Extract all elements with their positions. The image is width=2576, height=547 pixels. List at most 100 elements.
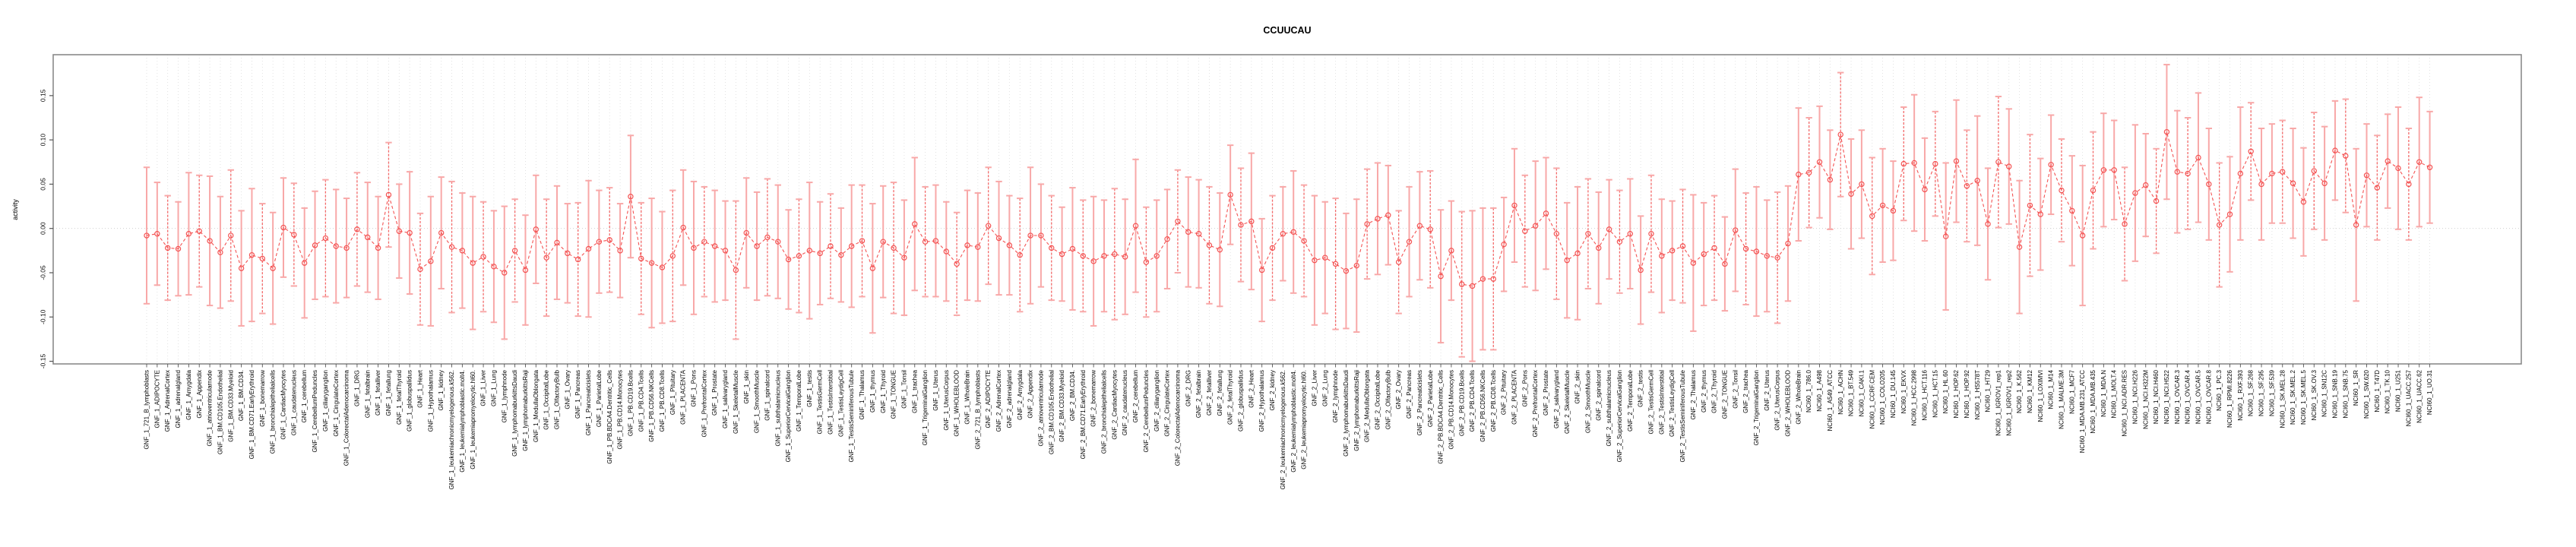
data-point xyxy=(1669,248,1676,254)
x-tick-label: GNF_2_leukemiachronicmyelogenous.k562. xyxy=(1280,370,1286,489)
x-tick-label: NCI60_1_MALME.3M xyxy=(2059,370,2065,429)
x-tick-label: GNF_2_PB.CD14.Monocytes xyxy=(1448,370,1454,450)
data-point xyxy=(743,229,749,236)
data-point xyxy=(438,229,445,236)
data-point xyxy=(585,245,592,252)
x-tick-label: GNF_1_UterusCorpus xyxy=(943,370,950,431)
data-point xyxy=(511,248,518,254)
x-tick-label: NCI60_1_ACHN xyxy=(1837,370,1844,415)
x-tick-label: GNF_2_trachea xyxy=(1742,369,1749,413)
data-point xyxy=(2111,167,2117,173)
x-tick-label: GNF_1_CerebellumPeduncles xyxy=(312,370,318,453)
x-tick-label: GNF_2_BM.CD71.EarlyErythroid xyxy=(1080,370,1087,459)
x-tick-label: NCI60_1_HL.60 xyxy=(1942,369,1949,413)
x-tick-label: GNF_1_TemporalLobe xyxy=(796,369,802,431)
data-point xyxy=(1049,245,1055,251)
data-point xyxy=(659,264,666,270)
x-tick-label: NCI60_1_SK.MEL.5 xyxy=(2300,369,2307,425)
data-point xyxy=(502,270,508,276)
x-tick-label: NCI60_1_SNB.19 xyxy=(2332,369,2339,418)
y-tick-label: -0.05 xyxy=(40,265,47,280)
data-point xyxy=(1312,257,1318,264)
data-point xyxy=(838,251,844,258)
x-tick-label: GNF_1_Heart xyxy=(417,369,424,408)
x-tick-label: GNF_1_BM.CD34. xyxy=(238,370,245,421)
x-tick-label: NCI60_1_MDA.N xyxy=(2100,370,2107,417)
data-point xyxy=(964,242,970,248)
data-point xyxy=(2416,159,2423,165)
data-point xyxy=(1080,253,1086,259)
y-axis-label: activity xyxy=(11,199,19,220)
x-tick-label: GNF_1_PB.CD56.NKCells xyxy=(648,370,655,442)
data-point xyxy=(1132,223,1139,229)
x-tick-label: NCI60_1_SNB.75 xyxy=(2342,369,2349,418)
data-point xyxy=(1143,259,1150,265)
data-point xyxy=(2332,147,2338,153)
x-tick-label: GNF_1_lymphnode xyxy=(501,369,508,422)
x-tick-label: GNF_1_OccipitalLobe xyxy=(543,369,550,429)
x-tick-label: GNF_2_Hypothalamus xyxy=(1258,370,1265,432)
data-point xyxy=(1332,261,1339,267)
x-tick-label: NCI60_1_SR xyxy=(2353,370,2359,406)
data-point xyxy=(1837,131,1843,138)
data-point xyxy=(701,239,707,245)
x-tick-label: NCI60_1_SK.OV.3 xyxy=(2311,369,2318,420)
data-point xyxy=(2248,148,2254,154)
data-point xyxy=(648,260,655,266)
data-point xyxy=(2206,181,2212,188)
x-tick-label: GNF_2_PB.CD56.NKCells xyxy=(1479,370,1486,442)
data-point xyxy=(1774,255,1780,261)
data-point xyxy=(1701,251,1707,258)
y-tick-label: -0.15 xyxy=(40,354,47,369)
x-tick-label: GNF_2_SmoothMuscle xyxy=(1584,369,1591,433)
data-point xyxy=(375,245,381,251)
data-point xyxy=(480,254,486,260)
data-point xyxy=(1479,276,1486,282)
x-tick-label: GNF_2_fetalliver xyxy=(1206,370,1213,416)
x-tick-label: GNF_2_PrefrontalCortex xyxy=(1532,370,1539,437)
data-point xyxy=(1511,202,1517,209)
x-tick-label: GNF_1_bronchialepithelialcells xyxy=(270,370,277,454)
data-point xyxy=(1596,245,1602,251)
data-point xyxy=(228,232,234,239)
x-tick-label: GNF_1_globuspallidus xyxy=(407,370,413,432)
data-point xyxy=(2037,211,2043,217)
data-point xyxy=(1122,254,1128,260)
x-tick-label: GNF_2_globuspallidus xyxy=(1238,370,1245,432)
x-tick-label: GNF_2_fetalbrain xyxy=(1195,370,1202,418)
x-tick-label: GNF_2_ADIPOCYTE xyxy=(985,370,992,428)
x-tick-label: GNF_1_SkeletalMuscle xyxy=(733,369,739,434)
x-tick-label: GNF_1_Liver xyxy=(480,370,487,406)
data-point xyxy=(1448,248,1454,254)
x-tick-label: GNF_2_Heart xyxy=(1248,369,1255,408)
x-tick-label: GNF_2_Pons xyxy=(1521,370,1528,406)
data-point xyxy=(1406,239,1413,245)
x-tick-label: GNF_1_adrenalgland xyxy=(175,370,182,428)
x-tick-label: NCI60_1_KM12 xyxy=(2027,369,2033,413)
data-point xyxy=(1816,159,1823,165)
x-tick-label: GNF_1_Pons xyxy=(691,370,698,406)
x-tick-label: GNF_2_MedullaOblongata xyxy=(1364,369,1371,442)
x-tick-label: NCI60_1_SK.MEL.2 xyxy=(2290,369,2296,425)
x-tick-label: GNF_1_thymus xyxy=(869,370,876,413)
data-point xyxy=(1227,191,1233,198)
x-tick-label: GNF_2_SkeletalMuscle xyxy=(1564,369,1571,434)
x-tick-label: GNF_1_PLACENTA xyxy=(680,369,687,425)
data-point xyxy=(1175,218,1181,225)
data-point xyxy=(764,234,771,241)
data-point xyxy=(2406,181,2412,188)
x-tick-label: GNF_1_ciliaryganglion xyxy=(322,370,329,432)
data-point xyxy=(1679,243,1686,249)
x-tick-label: GNF_1_atrioventricularnode xyxy=(207,369,214,446)
data-point xyxy=(154,230,160,237)
x-tick-label: GNF_2_SuperiorCervicalGanglion xyxy=(1616,370,1623,462)
x-tick-label: GNF_2_ParietalLobe xyxy=(1427,369,1434,427)
x-tick-label: GNF_2_fetallung xyxy=(1217,370,1223,416)
x-tick-label: NCI60_1_NCI.H460 xyxy=(2153,369,2160,424)
x-tick-label: GNF_2_PB.CD4.Tcells xyxy=(1469,370,1476,432)
data-point xyxy=(280,224,286,231)
data-point xyxy=(533,226,540,232)
x-tick-label: GNF_1_PB.CD19.Bcells xyxy=(627,370,634,436)
x-tick-label: GNF_1_Thyroid xyxy=(880,370,887,413)
